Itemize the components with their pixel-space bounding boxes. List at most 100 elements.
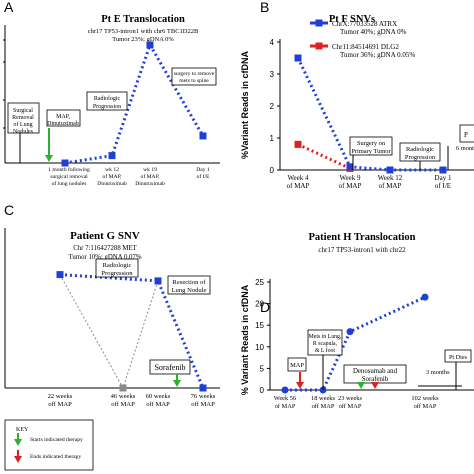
chart-c-x-tick-label: off MAP [111, 401, 135, 408]
chart-a-subtitle: Tumor 23%; gDNA 0% [112, 36, 174, 43]
chart-d-annotation: Sorafenib [362, 376, 389, 383]
chart-d-start-arrow-head [357, 382, 365, 389]
chart-b-x-tick-label: of I/E [435, 182, 451, 190]
chart-c-key-title: KEY [16, 427, 29, 433]
chart-a-x-tick-label: of MAP, [103, 173, 123, 180]
chart-c-annotation: Progression [101, 270, 133, 277]
chart-b-annotation-box [349, 136, 393, 156]
chart-b-series-blue-point [346, 163, 354, 171]
chart-d-end-arrow-head [296, 382, 304, 389]
chart-a-annotation-box [86, 91, 128, 111]
chart-c-start-arrow-head [173, 380, 181, 387]
chart-b-legend-marker [315, 42, 323, 50]
chart-c-annotation: Radiologic [103, 262, 132, 269]
chart-d-annotation: 3 months [426, 369, 450, 376]
chart-b-legend-label: Chr11:84514691 DLG2 [332, 43, 399, 51]
chart-a-annotation-box [7, 102, 40, 134]
chart-a-series-point [146, 41, 154, 49]
chart-c-series-point [154, 277, 162, 285]
chart-d-end-arrow-head [371, 382, 379, 389]
chart-c-x-tick-label: 22 weeks [48, 393, 73, 400]
chart-a-annotation: Surgical [13, 108, 33, 114]
chart-d-subtitle: chr17 TP53-intron1 with chr22 [318, 246, 406, 254]
chart-d-x-tick-label: 23 weeks [338, 395, 362, 402]
chart-a-x-tick-label: of I/E [197, 173, 210, 180]
chart-d-annotation-box [444, 349, 472, 363]
chart-d-x-tick-label: 18 weeks [311, 395, 335, 402]
chart-c-key-label: Starts indicated therapy [30, 437, 83, 443]
chart-a-annotation-box [171, 67, 217, 86]
chart-a-annotation: Progression [93, 104, 121, 110]
chart-a-annotation: Radiologic [94, 96, 121, 102]
chart-d-x-tick-label: off MAP [414, 403, 437, 410]
chart-d-y-tick-label: 20 [255, 300, 264, 309]
chart-c-key-arrow-head [14, 439, 22, 446]
chart-a-x-tick-label: of MAP, [141, 173, 161, 180]
chart-d-y-tick-label: 5 [260, 364, 265, 373]
chart-c-annotation: Resection of [172, 279, 206, 286]
chart-b-series-blue-point [294, 54, 302, 62]
chart-b-legend-detail: Tumor 36%; gDNA 0.05% [340, 51, 415, 59]
chart-a-annotation: MAP, [56, 114, 70, 120]
chart-c-x-tick-label: off MAP [191, 401, 215, 408]
chart-d-annotation: Pt Dies [449, 354, 468, 361]
chart-d-x-tick-label: off MAP [312, 403, 335, 410]
chart-b-series-red-point [294, 140, 302, 148]
chart-b-annotation-box [459, 124, 474, 143]
chart-b-y-tick-label: 3 [270, 70, 275, 79]
chart-c-title: Patient G SNV [70, 230, 140, 242]
panel-letter-b: B [260, 0, 269, 15]
chart-c-key-arrow-head [14, 456, 22, 463]
chart-d-x-tick-label: off MAP [339, 403, 362, 410]
chart-c-x-tick-label: 60 weeks [146, 393, 171, 400]
chart-b-title: Pt F SNVs [329, 14, 375, 25]
chart-a-x-tick-label: Dinutuximab [135, 181, 165, 187]
chart-b-y-tick-label: 2 [270, 102, 275, 111]
chart-b-x-tick-label: of MAP [287, 182, 310, 190]
chart-a-x-tick-label: Day 1 [196, 167, 210, 173]
chart-c-x-tick-label: off MAP [48, 401, 72, 408]
panel-letter-a: A [4, 0, 14, 15]
chart-d-title: Patient H Translocation [309, 232, 416, 243]
chart-d-annotation-box [307, 329, 343, 356]
chart-c-annotation-box [149, 359, 191, 375]
chart-a-x-tick-label: surgical removal [50, 174, 88, 180]
chart-c-x-tick-label: 46 weeks [111, 393, 136, 400]
chart-d-series-point [346, 328, 354, 336]
chart-a-annotation: Nodules [13, 129, 34, 135]
chart-b-x-tick-label: of MAP [379, 182, 402, 190]
chart-a-x-tick-label: wk 19 [143, 167, 157, 173]
chart-d-y-tick-label: 0 [260, 386, 265, 395]
chart-b-y-tick-label: 0 [270, 166, 275, 175]
chart-b-annotation: Surgery on [357, 140, 386, 147]
chart-c-undetected-line [59, 274, 159, 390]
chart-a-x-tick-label: Dinutuximab [97, 181, 127, 187]
chart-d-y-label: % Variant Reads in cfDNA [240, 284, 250, 395]
chart-b-legend-detail: Tumor 40%; gDNA 0% [340, 28, 407, 36]
chart-d-annotation: MAP [290, 362, 304, 369]
chart-b-x-tick-label: Day 1 [435, 174, 452, 182]
chart-c-key-label: Ends indicated therapy [30, 454, 81, 460]
chart-d-annotation: Mets in Lung, [309, 334, 342, 340]
chart-a-annotation: surgery to remove [174, 71, 215, 77]
chart-d-annotation: & L foot [315, 347, 335, 354]
chart-b-annotation: Radiologic [406, 146, 434, 153]
chart-a-x-tick-label: of lung nodules [52, 180, 87, 187]
chart-a-start-arrow-head [45, 155, 53, 162]
chart-c-series-point [56, 271, 64, 279]
panel-letter-c: C [4, 202, 14, 218]
chart-c-subtitle: Tumor 10%; gDNA 0.07% [68, 254, 141, 261]
chart-b-x-tick-label: of MAP [339, 182, 362, 190]
chart-d-x-tick-label: 102 weeks [411, 395, 439, 402]
chart-c-series-point [119, 384, 127, 392]
chart-b-series-blue-point [439, 166, 447, 174]
chart-a-x-tick-label: 1 month following [48, 166, 90, 173]
chart-b-x-tick-label: Week 4 [287, 174, 309, 182]
chart-b-y-label: %Variant Reads in cfDNA [240, 50, 250, 159]
chart-a-annotation: of Lung [13, 121, 32, 128]
chart-a-series-line [64, 41, 205, 165]
chart-c-x-tick-label: 76 weeks [191, 393, 216, 400]
chart-d-y-tick-label: 25 [255, 278, 264, 287]
